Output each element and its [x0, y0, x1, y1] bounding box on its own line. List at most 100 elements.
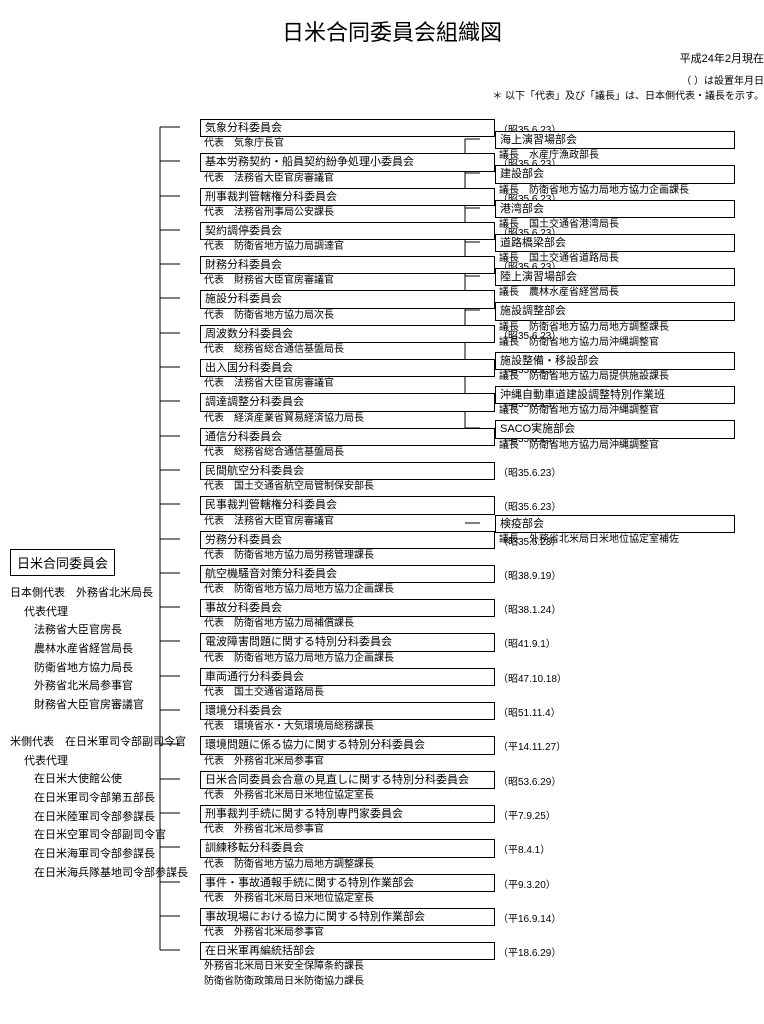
subcommittee-box: 陸上演習場部会 [495, 268, 735, 286]
committee-box: 基本労務契約・船員契約紛争処理小委員会 [200, 153, 495, 171]
committee-box: 事件・事故通報手続に関する特別作業部会 [200, 874, 495, 892]
committee-rep: 代表 気象庁長官 [200, 137, 495, 152]
us-proxy-label: 代表代理 [10, 752, 200, 771]
committee-item: 調達調整分科委員会代表 経済産業省貿易経済協力局長（昭35.6.23） [200, 393, 495, 426]
committee-rep: 代表 財務省大臣官房審議官 [200, 274, 495, 289]
subcommittee-box: SACO実施部会 [495, 420, 735, 438]
committee-box: 調達調整分科委員会 [200, 393, 495, 411]
subcommittee-rep: 議長 防衛省地方協力局沖縄調整官 [495, 404, 755, 419]
committee-rep: 代表 防衛省地方協力局労務管理課長 [200, 549, 495, 564]
subcommittee-item: 港湾部会議長 国土交通省港湾局長 [495, 200, 755, 233]
committee-rep: 代表 防衛省地方協力局地方調整課長 [200, 858, 495, 873]
subcommittee-box: 検疫部会 [495, 515, 735, 533]
committee-item: 財務分科委員会代表 財務省大臣官房審議官（昭35.6.23） [200, 256, 495, 289]
subcommittee-box: 海上演習場部会 [495, 131, 735, 149]
committee-box: 事故分科委員会 [200, 599, 495, 617]
committee-rep: 外務省北米局日米安全保障条約課長 [200, 960, 495, 975]
committee-box: 車両通行分科委員会 [200, 668, 495, 686]
us-proxy: 在日米陸軍司令部参謀長 [10, 808, 200, 827]
committee-box: 民間航空分科委員会 [200, 462, 495, 480]
committee-box: 施設分科委員会 [200, 290, 495, 308]
committee-rep: 代表 環境省水・大気環境局総務課長 [200, 720, 495, 735]
root-committee-box: 日米合同委員会 [10, 549, 115, 576]
committee-item: 環境問題に係る協力に関する特別分科委員会代表 外務省北米局参事官（平14.11.… [200, 736, 495, 769]
us-proxy: 在日米軍司令部第五部長 [10, 789, 200, 808]
subcommittee-item: 施設整備・移設部会議長 防衛省地方協力局提供施設課長 [495, 352, 755, 385]
subcommittee-item: 道路橋梁部会議長 国土交通省道路局長 [495, 234, 755, 267]
subcommittee-rep: 議長 防衛省地方協力局提供施設課長 [495, 370, 755, 385]
jp-proxy: 財務省大臣官房審議官 [10, 696, 200, 715]
committee-box: 日米合同委員会合意の見直しに関する特別分科委員会 [200, 771, 495, 789]
committee-item: 航空機騒音対策分科委員会代表 防衛省地方協力局地方協力企画課長（昭38.9.19… [200, 565, 495, 598]
committee-box: 刑事裁判手続に関する特別専門家委員会 [200, 805, 495, 823]
jp-proxy: 法務省大臣官房長 [10, 621, 200, 640]
committee-item: 刑事裁判手続に関する特別専門家委員会代表 外務省北米局参事官（平7.9.25） [200, 805, 495, 838]
subcommittee-rep: 議長 水産庁漁政部長 [495, 149, 755, 164]
committee-box: 労務分科委員会 [200, 531, 495, 549]
committee-item: 民事裁判管轄権分科委員会代表 法務省大臣官房審議官（昭35.6.23） [200, 496, 495, 529]
committee-rep: 代表 法務省刑事局公安課長 [200, 206, 495, 221]
subcommittee-rep: 議長 防衛省地方協力局地方協力企画課長 [495, 184, 755, 199]
committee-item: 通信分科委員会代表 総務省総合通信基盤局長（昭35.6.23） [200, 428, 495, 461]
subcommittee-item: 検疫部会議長 外務省北米局日米地位協定室補佐 [495, 515, 755, 548]
committee-rep: 代表 国土交通省道路局長 [200, 686, 495, 701]
committee-box: 財務分科委員会 [200, 256, 495, 274]
note-1: （ ）は設置年月日 [10, 74, 764, 89]
subcommittee-rep: 議長 防衛省地方協力局地方調整課長 [495, 321, 755, 336]
committee-rep: 代表 総務省総合通信基盤局長 [200, 446, 495, 461]
subcommittee-box: 道路橋梁部会 [495, 234, 735, 252]
committee-rep: 代表 外務省北米局参事官 [200, 755, 495, 770]
committee-item: 労務分科委員会代表 防衛省地方協力局労務管理課長（昭35.6.23） [200, 531, 495, 564]
subcommittee-box: 建設部会 [495, 165, 735, 183]
us-proxy: 在日米大使館公使 [10, 770, 200, 789]
subcommittee-item: 建設部会議長 防衛省地方協力局地方協力企画課長 [495, 165, 755, 198]
right-column: 海上演習場部会議長 水産庁漁政部長建設部会議長 防衛省地方協力局地方協力企画課長… [495, 119, 755, 991]
committee-item: 車両通行分科委員会代表 国土交通省道路局長（昭47.10.18） [200, 668, 495, 701]
subcommittee-rep: 議長 農林水産省経営局長 [495, 286, 755, 301]
committee-item: 施設分科委員会代表 防衛省地方協力局次長 [200, 290, 495, 323]
committee-rep: 代表 防衛省地方協力局調達官 [200, 240, 495, 255]
subcommittee-box: 施設整備・移設部会 [495, 352, 735, 370]
committee-rep: 代表 防衛省地方協力局地方協力企画課長 [200, 583, 495, 598]
committee-rep: 代表 外務省北米局日米地位協定室長 [200, 789, 495, 804]
committee-item: 日米合同委員会合意の見直しに関する特別分科委員会代表 外務省北米局日米地位協定室… [200, 771, 495, 804]
committee-rep: 代表 防衛省地方協力局補償課長 [200, 617, 495, 632]
subcommittee-rep: 議長 国土交通省道路局長 [495, 252, 755, 267]
committee-item: 周波数分科委員会代表 総務省総合通信基盤局長（昭35.6.23） [200, 325, 495, 358]
us-side-group: 米側代表 在日米軍司令部副司令官 代表代理 在日米大使館公使在日米軍司令部第五部… [10, 733, 200, 883]
committee-item: 事故分科委員会代表 防衛省地方協力局補償課長（昭38.1.24） [200, 599, 495, 632]
committee-item: 刑事裁判管轄権分科委員会代表 法務省刑事局公安課長（昭35.6.23） [200, 188, 495, 221]
subcommittee-rep: 議長 防衛省地方協力局沖縄調整官 [495, 439, 755, 454]
left-column: 日米合同委員会 日本側代表 外務省北米局長 代表代理 法務省大臣官房長農林水産省… [10, 119, 200, 991]
committee-box: 電波障害問題に関する特別分科委員会 [200, 633, 495, 651]
committee-box: 周波数分科委員会 [200, 325, 495, 343]
committee-box: 通信分科委員会 [200, 428, 495, 446]
subcommittee-rep: 議長 防衛省地方協力局沖縄調整官 [495, 336, 755, 351]
committee-item: 気象分科委員会代表 気象庁長官（昭35.6.23） [200, 119, 495, 152]
page-title: 日米合同委員会組織図 [10, 15, 764, 47]
committee-rep: 代表 外務省北米局参事官 [200, 823, 495, 838]
committee-rep: 代表 防衛省地方協力局地方協力企画課長 [200, 652, 495, 667]
committee-rep: 代表 国土交通省航空局管制保安部長 [200, 480, 495, 495]
subcommittee-item: SACO実施部会議長 防衛省地方協力局沖縄調整官 [495, 420, 755, 453]
subcommittee-item: 沖縄自動車道建設調整特別作業班議長 防衛省地方協力局沖縄調整官 [495, 386, 755, 419]
committee-box: 航空機騒音対策分科委員会 [200, 565, 495, 583]
committee-box: 在日米軍再編統括部会 [200, 942, 495, 960]
middle-column: 気象分科委員会代表 気象庁長官（昭35.6.23）基本労務契約・船員契約紛争処理… [200, 119, 495, 991]
as-of-date: 平成24年2月現在 [10, 50, 764, 66]
subcommittee-box: 港湾部会 [495, 200, 735, 218]
committee-item: 基本労務契約・船員契約紛争処理小委員会代表 法務省大臣官房審議官（昭35.6.2… [200, 153, 495, 186]
committee-item: 出入国分科委員会代表 法務省大臣官房審議官（昭35.6.23） [200, 359, 495, 392]
jp-proxy: 防衛省地方協力局長 [10, 659, 200, 678]
subcommittee-box: 沖縄自動車道建設調整特別作業班 [495, 386, 735, 404]
committee-item: 電波障害問題に関する特別分科委員会代表 防衛省地方協力局地方協力企画課長（昭41… [200, 633, 495, 666]
jp-header: 日本側代表 外務省北米局長 [10, 584, 200, 603]
committee-box: 環境分科委員会 [200, 702, 495, 720]
committee-rep: 代表 総務省総合通信基盤局長 [200, 343, 495, 358]
subcommittee-rep: 議長 国土交通省港湾局長 [495, 218, 755, 233]
committee-rep-2: 防衛省防衛政策局日米防衛協力課長 [200, 975, 495, 990]
committee-rep: 代表 法務省大臣官房審議官 [200, 515, 495, 530]
subcommittee-rep: 議長 外務省北米局日米地位協定室補佐 [495, 533, 755, 548]
committee-box: 刑事裁判管轄権分科委員会 [200, 188, 495, 206]
jp-proxy: 外務省北米局参事官 [10, 677, 200, 696]
